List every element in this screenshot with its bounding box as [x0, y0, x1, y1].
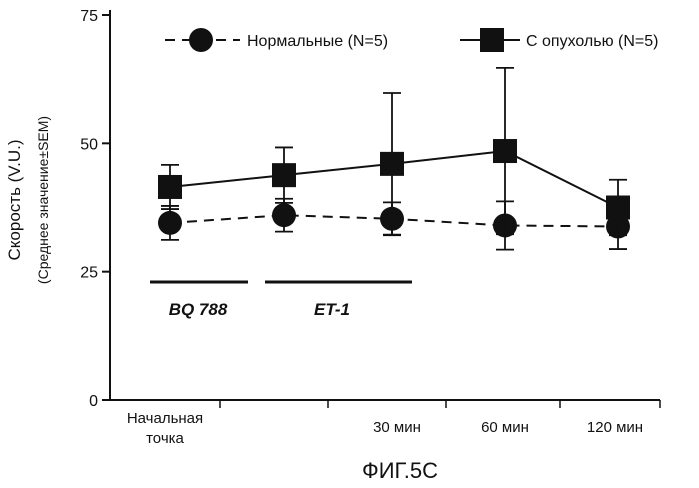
treatment-period-label: ET-1 — [314, 300, 350, 319]
y-tick-label: 75 — [80, 8, 98, 25]
data-point — [272, 203, 296, 227]
data-point — [380, 152, 404, 176]
data-point — [158, 211, 182, 235]
legend-marker — [480, 28, 504, 52]
axes — [102, 10, 660, 408]
treatment-periods: BQ 788 ET-1 — [150, 282, 412, 319]
y-tick-label: 25 — [80, 265, 98, 282]
data-point — [158, 175, 182, 199]
x-tick-label: 120 мин — [587, 419, 643, 436]
data-point — [493, 139, 517, 163]
legend: Нормальные (N=5) С опухолью (N=5) — [165, 28, 659, 52]
treatment-period-label: BQ 788 — [169, 300, 228, 319]
data-point — [606, 196, 630, 220]
x-tick-label: 30 мин — [373, 419, 421, 436]
data-point — [272, 163, 296, 187]
series-layer — [158, 68, 630, 250]
x-tick-label: точка — [146, 430, 184, 447]
x-tick-label: 60 мин — [481, 419, 529, 436]
x-tick-label: Начальная — [127, 410, 203, 427]
legend-marker — [189, 28, 213, 52]
legend-label: Нормальные (N=5) — [247, 33, 388, 50]
legend-label: С опухолью (N=5) — [526, 33, 659, 50]
figure-caption: ФИГ.5C — [362, 458, 438, 483]
y-tick-label: 0 — [89, 393, 98, 410]
y-axis-sublabel: (Среднее значение±SEM) — [35, 116, 51, 284]
y-axis-label: Скорость (V.U.) — [5, 140, 24, 261]
y-tick-label: 50 — [80, 136, 98, 153]
